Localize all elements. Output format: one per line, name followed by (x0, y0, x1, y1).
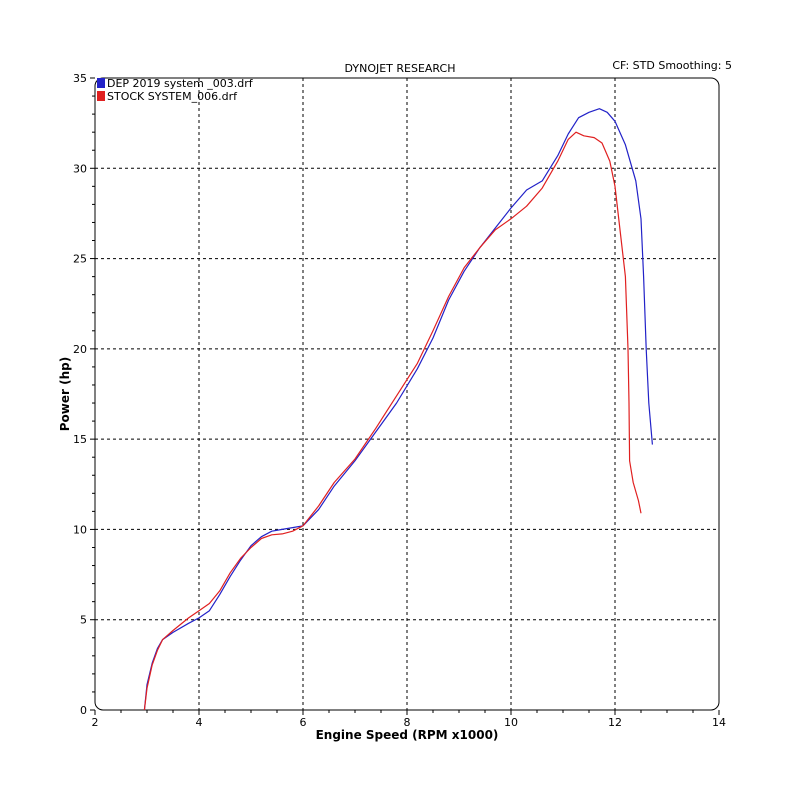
settings-readout: CF: STD Smoothing: 5 (612, 59, 732, 72)
x-tick-label: 4 (196, 716, 203, 729)
legend-swatch-dep (97, 78, 105, 88)
series-layer (143, 108, 653, 711)
x-tick-label: 14 (712, 716, 726, 729)
legend-swatch-stock (97, 91, 105, 101)
series-line-dep (143, 108, 653, 711)
series-line-stock (143, 131, 642, 711)
x-tick-label: 6 (300, 716, 307, 729)
chart-title: DYNOJET RESEARCH (345, 62, 456, 75)
y-tick-label: 15 (73, 433, 87, 446)
y-tick-label: 10 (73, 523, 87, 536)
ticks-layer: 2 4 6 8 10 12 14 0 5 10 15 20 25 30 35 (73, 72, 726, 729)
y-tick-label: 5 (80, 614, 87, 627)
x-tick-label: 12 (608, 716, 622, 729)
y-tick-label: 30 (73, 162, 87, 175)
grid-layer (95, 78, 719, 710)
x-tick-label: 8 (404, 716, 411, 729)
y-axis-title: Power (hp) (58, 357, 72, 431)
x-axis-title: Engine Speed (RPM x1000) (316, 728, 499, 742)
x-tick-label: 10 (504, 716, 518, 729)
legend-label-stock: STOCK SYSTEM_006.drf (107, 90, 238, 103)
y-tick-label: 25 (73, 253, 87, 266)
y-tick-label: 0 (80, 704, 87, 717)
x-tick-label: 2 (92, 716, 99, 729)
plot-border (94, 77, 720, 711)
legend: DEP 2019 system _003.drf STOCK SYSTEM_00… (97, 77, 254, 103)
legend-label-dep: DEP 2019 system _003.drf (107, 77, 254, 90)
y-tick-label: 20 (73, 343, 87, 356)
y-tick-label: 35 (73, 72, 87, 85)
